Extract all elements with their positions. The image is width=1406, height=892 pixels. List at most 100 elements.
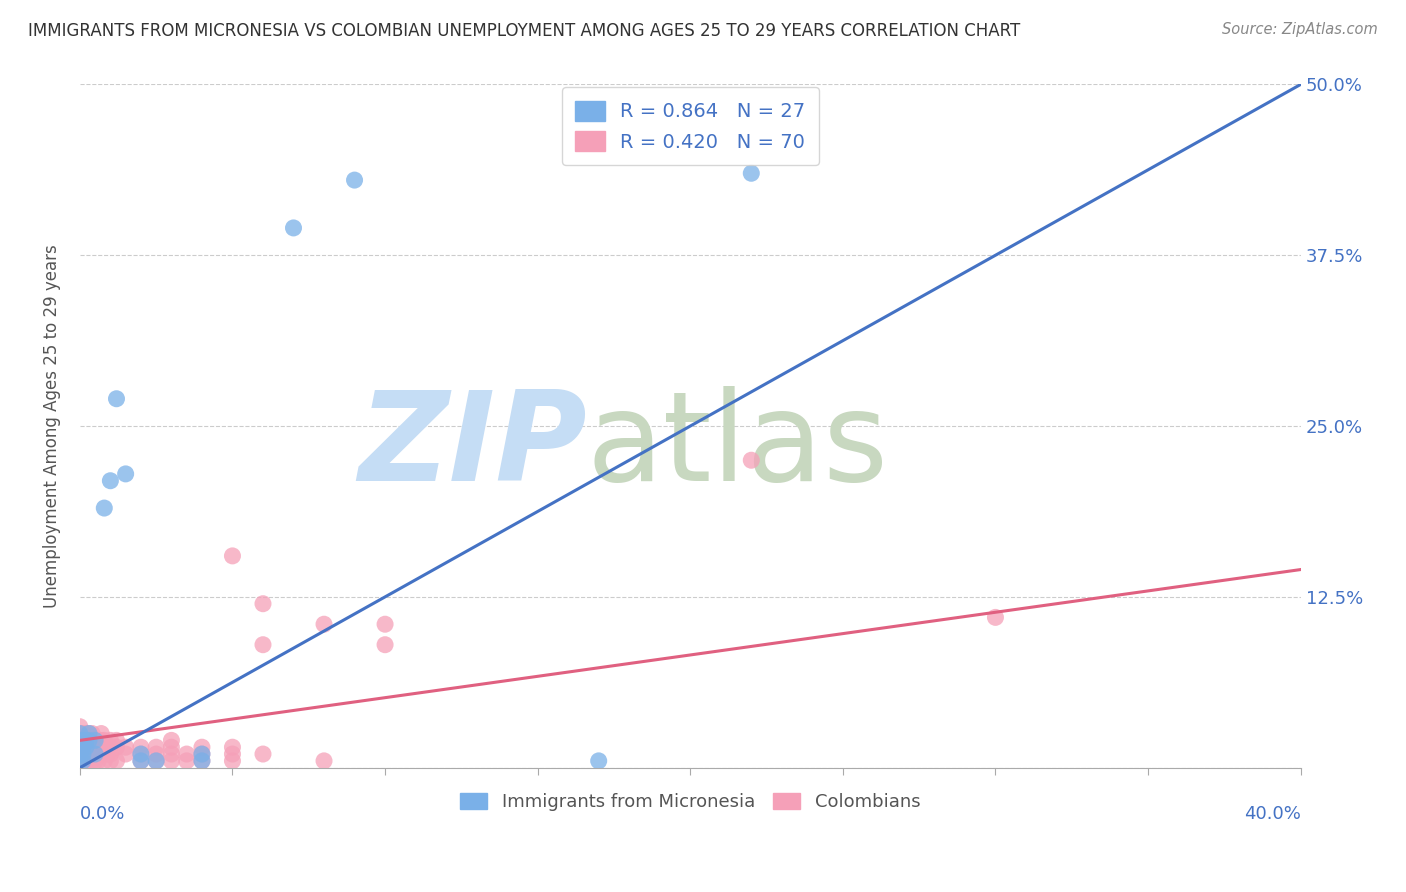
- Point: [75, 747, 97, 761]
- Point: [100, 733, 122, 747]
- Point: [84, 754, 107, 768]
- Point: [77, 726, 100, 740]
- Point: [145, 754, 167, 768]
- Point: [69, 754, 91, 768]
- Point: [176, 747, 198, 761]
- Point: [100, 474, 122, 488]
- Point: [90, 733, 112, 747]
- Point: [160, 754, 183, 768]
- Text: atlas: atlas: [586, 386, 889, 507]
- Point: [87, 754, 110, 768]
- Point: [72, 740, 94, 755]
- Point: [283, 221, 305, 235]
- Point: [114, 740, 136, 755]
- Point: [145, 754, 167, 768]
- Point: [312, 617, 335, 632]
- Point: [72, 754, 94, 768]
- Point: [252, 747, 274, 761]
- Point: [129, 747, 152, 761]
- Point: [588, 754, 610, 768]
- Point: [80, 754, 103, 768]
- Point: [343, 173, 366, 187]
- Point: [374, 638, 396, 652]
- Point: [93, 754, 115, 768]
- Point: [176, 754, 198, 768]
- Legend: R = 0.864   N = 27, R = 0.420   N = 70: R = 0.864 N = 27, R = 0.420 N = 70: [562, 87, 818, 165]
- Point: [87, 740, 110, 755]
- Point: [740, 453, 762, 467]
- Point: [984, 610, 1007, 624]
- Point: [72, 747, 94, 761]
- Point: [77, 754, 100, 768]
- Point: [129, 747, 152, 761]
- Point: [160, 747, 183, 761]
- Point: [72, 754, 94, 768]
- Point: [96, 747, 118, 761]
- Point: [69, 720, 91, 734]
- Point: [312, 754, 335, 768]
- Point: [221, 740, 243, 755]
- Text: ZIP: ZIP: [357, 386, 586, 507]
- Point: [191, 747, 214, 761]
- Point: [93, 501, 115, 516]
- Point: [84, 733, 107, 747]
- Point: [221, 747, 243, 761]
- Point: [191, 747, 214, 761]
- Point: [191, 754, 214, 768]
- Point: [72, 733, 94, 747]
- Point: [84, 733, 107, 747]
- Point: [221, 754, 243, 768]
- Text: Source: ZipAtlas.com: Source: ZipAtlas.com: [1222, 22, 1378, 37]
- Y-axis label: Unemployment Among Ages 25 to 29 years: Unemployment Among Ages 25 to 29 years: [44, 244, 60, 608]
- Point: [129, 754, 152, 768]
- Point: [69, 747, 91, 761]
- Point: [740, 166, 762, 180]
- Point: [69, 733, 91, 747]
- Point: [129, 754, 152, 768]
- Point: [93, 733, 115, 747]
- Point: [75, 733, 97, 747]
- Point: [72, 726, 94, 740]
- Point: [84, 747, 107, 761]
- Point: [90, 747, 112, 761]
- Point: [221, 549, 243, 563]
- Point: [105, 740, 128, 755]
- Point: [100, 754, 122, 768]
- Point: [100, 740, 122, 755]
- Point: [374, 617, 396, 632]
- Text: IMMIGRANTS FROM MICRONESIA VS COLOMBIAN UNEMPLOYMENT AMONG AGES 25 TO 29 YEARS C: IMMIGRANTS FROM MICRONESIA VS COLOMBIAN …: [28, 22, 1021, 40]
- Point: [75, 740, 97, 755]
- Point: [160, 733, 183, 747]
- Point: [80, 726, 103, 740]
- Point: [75, 740, 97, 755]
- Point: [69, 733, 91, 747]
- Point: [105, 392, 128, 406]
- Point: [252, 597, 274, 611]
- Point: [75, 754, 97, 768]
- Point: [80, 740, 103, 755]
- Point: [80, 747, 103, 761]
- Point: [69, 740, 91, 755]
- Point: [69, 754, 91, 768]
- Point: [114, 467, 136, 481]
- Point: [160, 740, 183, 755]
- Point: [75, 726, 97, 740]
- Point: [77, 747, 100, 761]
- Point: [105, 733, 128, 747]
- Point: [72, 733, 94, 747]
- Point: [69, 726, 91, 740]
- Point: [90, 726, 112, 740]
- Text: 40.0%: 40.0%: [1244, 805, 1301, 823]
- Point: [72, 740, 94, 755]
- Point: [100, 747, 122, 761]
- Point: [191, 754, 214, 768]
- Point: [129, 740, 152, 755]
- Point: [72, 747, 94, 761]
- Point: [191, 740, 214, 755]
- Point: [84, 747, 107, 761]
- Point: [77, 726, 100, 740]
- Text: 0.0%: 0.0%: [80, 805, 125, 823]
- Point: [93, 740, 115, 755]
- Point: [77, 733, 100, 747]
- Point: [252, 638, 274, 652]
